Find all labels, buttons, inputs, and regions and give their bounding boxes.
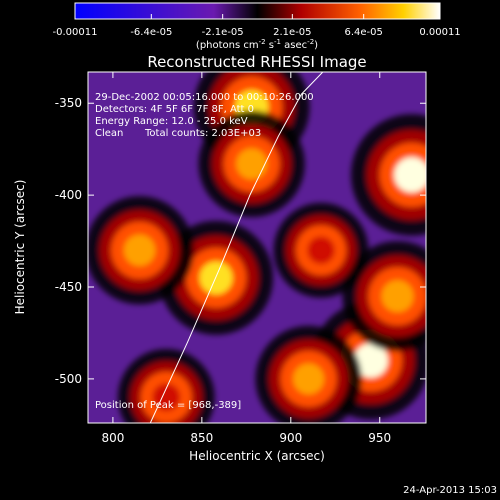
source-core — [293, 363, 324, 395]
y-tick-label: -400 — [55, 188, 82, 202]
annotation-time-range: 29-Dec-2002 00:05:16.000 to 00:10:26.000 — [95, 92, 314, 103]
x-tick-label: 900 — [279, 431, 302, 445]
source-core — [307, 236, 335, 265]
chart-title: Reconstructed RHESSI Image — [147, 53, 366, 71]
colorbar — [74, 2, 441, 20]
annotation-total-counts: Total counts: 2.03E+03 — [144, 128, 261, 139]
x-tick-label: 950 — [368, 431, 391, 445]
annotation-detectors: Detectors: 4F 5F 6F 7F 8F, Att 0 — [95, 104, 254, 115]
source-core — [236, 148, 268, 180]
colorbar-tick-label: -2.1e-05 — [202, 27, 244, 38]
source-core — [381, 280, 414, 313]
colorbar-ticks: -0.00011 -6.4e-05 -2.1e-05 2.1e-05 6.4e-05 0.… — [53, 14, 461, 38]
source-core — [123, 234, 156, 266]
source-core — [394, 157, 426, 193]
y-axis-ticks: -350 -400 -450 -500 — [55, 96, 426, 386]
heatmap-image — [88, 72, 426, 423]
y-tick-label: -500 — [55, 372, 82, 386]
colorbar-tick-label: -0.00011 — [53, 27, 98, 38]
annotation-method: Clean — [95, 128, 123, 139]
colorbar-tick-label: 2.1e-05 — [273, 27, 311, 38]
y-axis-label: Heliocentric Y (arcsec) — [13, 180, 27, 315]
annotation-peak-position: Position of Peak = [968,-389] — [95, 400, 241, 411]
source-core — [353, 343, 388, 378]
x-axis-ticks: 800 850 900 950 — [101, 72, 391, 445]
y-tick-label: -350 — [55, 96, 82, 110]
x-tick-label: 800 — [101, 431, 124, 445]
plot-frame — [87, 71, 427, 424]
colorbar-unit-label: (photons cm-2 s-1 asec-2) — [196, 38, 318, 51]
colorbar-tick-label: -6.4e-05 — [130, 27, 172, 38]
x-axis-label: Heliocentric X (arcsec) — [189, 449, 325, 463]
x-tick-label: 850 — [190, 431, 213, 445]
timestamp: 24-Apr-2013 15:03 — [403, 485, 497, 496]
y-tick-label: -450 — [55, 280, 82, 294]
annotation-energy-range: Energy Range: 12.0 - 25.0 keV — [95, 116, 248, 127]
solar-limb-curve — [149, 72, 324, 423]
colorbar-tick-label: 6.4e-05 — [344, 27, 382, 38]
colorbar-tick-label: 0.00011 — [419, 27, 460, 38]
